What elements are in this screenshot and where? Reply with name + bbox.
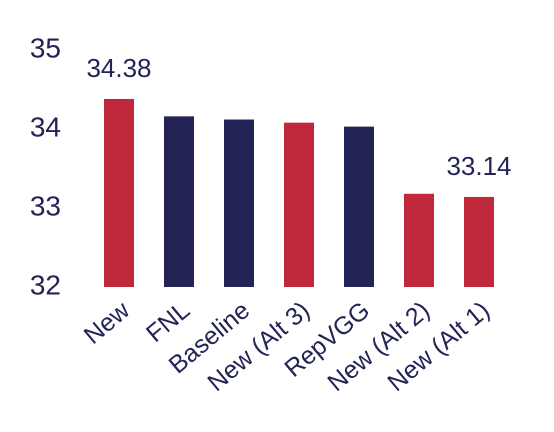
y-tick-label: 34 (30, 111, 61, 142)
y-tick-label: 35 (30, 32, 61, 63)
value-label: 34.38 (86, 53, 151, 83)
bar (464, 196, 494, 287)
bar (284, 122, 314, 288)
bar (164, 116, 194, 287)
x-tick-label: New (79, 296, 136, 350)
y-tick-label: 32 (30, 269, 61, 300)
bar (344, 126, 374, 287)
value-label: 33.14 (446, 151, 511, 181)
bar (404, 193, 434, 287)
bar (104, 98, 134, 287)
y-tick-label: 33 (30, 190, 61, 221)
bar (224, 119, 254, 288)
